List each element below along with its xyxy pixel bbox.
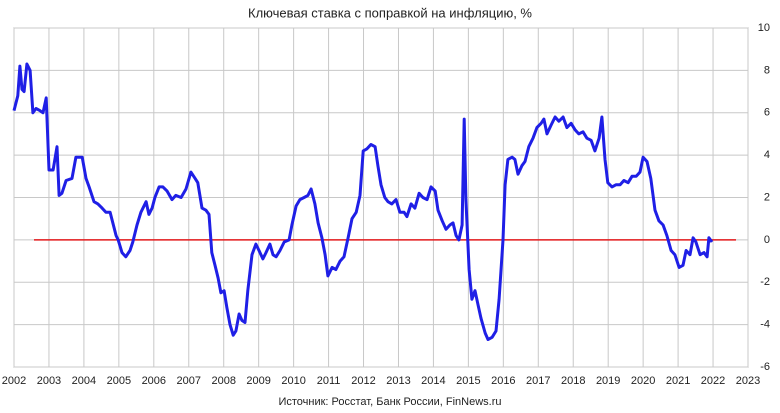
chart-title: Ключевая ставка с поправкой на инфляцию,…	[248, 5, 532, 20]
x-tick-label: 2020	[631, 375, 655, 387]
x-tick-label: 2007	[177, 375, 201, 387]
y-tick-label: 10	[758, 22, 770, 34]
source: Источник: Росстат, Банк России, FinNews.…	[278, 396, 501, 408]
x-tick-label: 2016	[491, 375, 515, 387]
data-line	[12, 62, 714, 341]
x-tick-label: 2015	[456, 375, 480, 387]
x-tick-label: 2004	[72, 375, 96, 387]
y-tick-label: -2	[760, 276, 770, 288]
x-tick-label: 2011	[317, 375, 341, 387]
y-tick-label: 6	[764, 107, 770, 119]
y-tick-label: 2	[764, 191, 770, 203]
y-tick-label: 4	[764, 149, 770, 161]
y-tick-label: -6	[760, 361, 770, 373]
x-tick-label: 2022	[701, 375, 725, 387]
x-tick-label: 2013	[386, 375, 410, 387]
x-tick-label: 2023	[736, 375, 760, 387]
y-tick-label: -4	[760, 319, 770, 331]
x-tick-label: 2006	[142, 375, 166, 387]
x-tick-label: 2005	[107, 375, 131, 387]
x-tick-label: 2019	[596, 375, 620, 387]
x-tick-label: 2012	[351, 375, 375, 387]
x-tick-label: 2002	[2, 375, 26, 387]
x-tick-label: 2009	[246, 375, 270, 387]
x-tick-label: 2010	[281, 375, 305, 387]
x-tick-label: 2014	[421, 375, 445, 387]
x-tick-label: 2017	[526, 375, 550, 387]
x-tick-label: 2021	[666, 375, 690, 387]
x-tick-label: 2003	[37, 375, 61, 387]
y-tick-label: 8	[764, 64, 770, 76]
x-tick-label: 2018	[561, 375, 585, 387]
x-tick-label: 2008	[211, 375, 235, 387]
y-tick-label: 0	[764, 234, 770, 246]
